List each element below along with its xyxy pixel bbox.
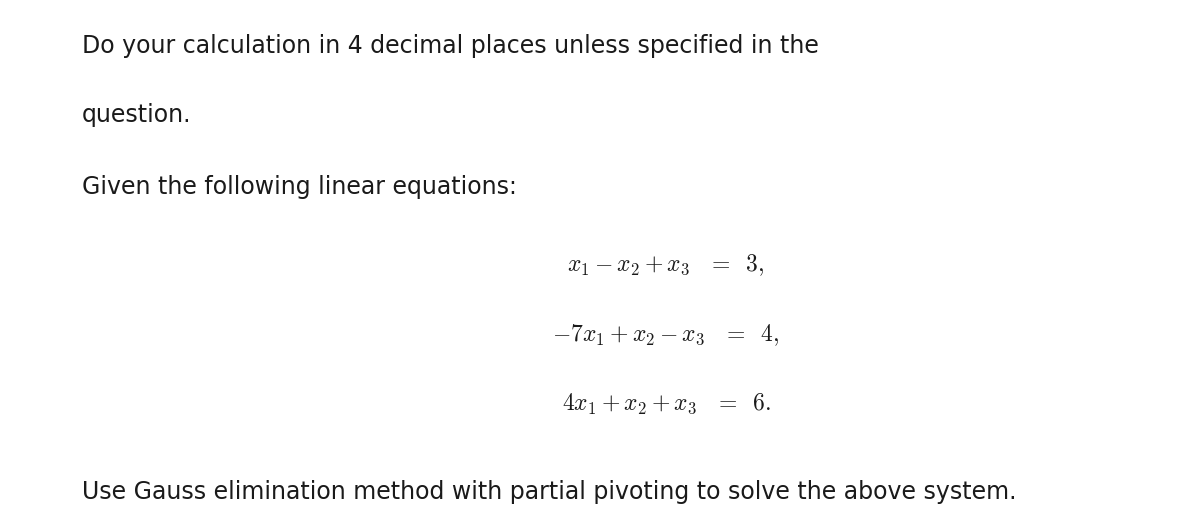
Text: question.: question. [82, 103, 191, 127]
Text: $4x_1 + x_2 + x_3 \;\;\; = \;\; 6.$: $4x_1 + x_2 + x_3 \;\;\; = \;\; 6.$ [562, 392, 770, 416]
Text: Given the following linear equations:: Given the following linear equations: [82, 175, 516, 200]
Text: $-7x_1 + x_2 - x_3 \;\;\; = \;\; 4,$: $-7x_1 + x_2 - x_3 \;\;\; = \;\; 4,$ [552, 322, 780, 348]
Text: Use Gauss elimination method with partial pivoting to solve the above system.: Use Gauss elimination method with partia… [82, 480, 1016, 504]
Text: Do your calculation in 4 decimal places unless specified in the: Do your calculation in 4 decimal places … [82, 34, 818, 58]
Text: $x_1 - x_2 + x_3 \;\;\; = \;\; 3,$: $x_1 - x_2 + x_3 \;\;\; = \;\; 3,$ [568, 253, 764, 279]
